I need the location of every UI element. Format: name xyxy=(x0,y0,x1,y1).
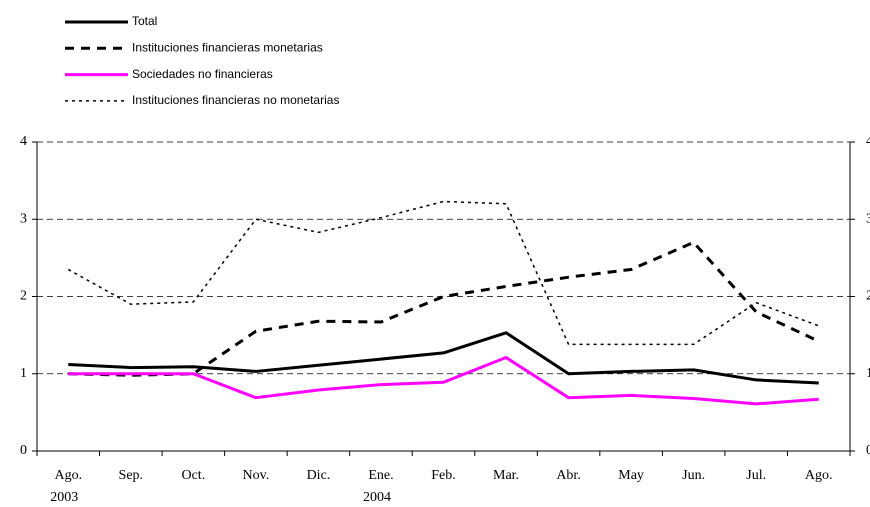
y2-tick-label: 4 xyxy=(866,134,870,149)
y-tick-label: 2 xyxy=(20,289,27,304)
x-tick-label: Ene. xyxy=(368,468,393,483)
y-tick-label: 0 xyxy=(20,443,27,458)
y-tick-label: 4 xyxy=(20,134,27,149)
legend-label: Instituciones financieras no monetarias xyxy=(132,93,339,107)
x-tick-label: Jun. xyxy=(682,468,705,483)
series-line xyxy=(67,200,819,346)
y-tick-label: 3 xyxy=(20,211,27,226)
y2-tick-label: 3 xyxy=(866,211,870,226)
y-tick-label: 1 xyxy=(20,366,27,381)
x-tick-label: Ago. xyxy=(805,468,833,483)
y2-tick-label: 2 xyxy=(866,289,870,304)
x-tick-label: May xyxy=(618,468,644,483)
x-group-label: 2004 xyxy=(363,490,391,505)
y2-tick-label: 0 xyxy=(866,443,870,458)
series-line xyxy=(68,356,819,406)
x-tick-label: Sep. xyxy=(119,468,144,483)
y2-tick-label: 1 xyxy=(866,366,870,381)
legend-label: Total xyxy=(132,14,157,28)
x-tick-label: Nov. xyxy=(243,468,270,483)
x-tick-label: Feb. xyxy=(431,468,456,483)
legend-label: Sociedades no financieras xyxy=(132,67,273,81)
x-tick-label: Dic. xyxy=(307,468,331,483)
series-line xyxy=(68,240,820,377)
x-tick-label: Oct. xyxy=(181,468,205,483)
x-tick-label: Mar. xyxy=(493,468,519,483)
x-group-label: 2003 xyxy=(50,490,78,505)
series-line xyxy=(68,331,819,385)
x-tick-label: Jul. xyxy=(746,468,766,483)
x-tick-label: Abr. xyxy=(556,468,581,483)
x-tick-label: Ago. xyxy=(54,468,82,483)
legend-label: Instituciones financieras monetarias xyxy=(132,40,323,54)
